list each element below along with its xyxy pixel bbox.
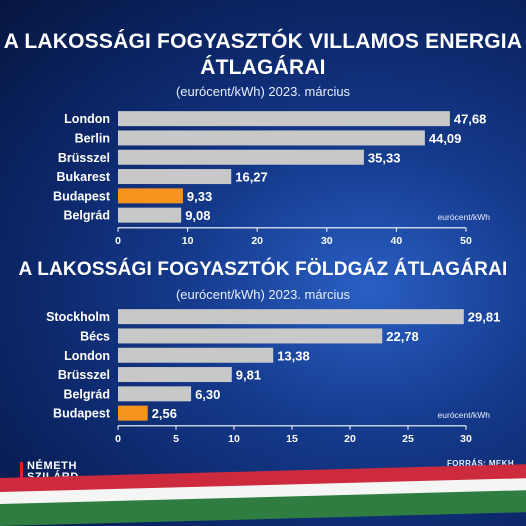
x-tick-label: 0: [115, 433, 121, 445]
logo-name-line1: NÉMETH: [27, 460, 78, 472]
source-label: FORRÁS: MEKH: [447, 459, 515, 468]
category-label: Belgrád: [63, 387, 110, 401]
x-tick-label: 30: [321, 235, 333, 247]
x-tick-label: 10: [228, 433, 240, 445]
value-label: 35,33: [368, 150, 401, 165]
x-tick-label: 25: [402, 433, 414, 445]
category-label: Stockholm: [46, 310, 110, 324]
value-label: 9,33: [187, 189, 212, 204]
x-tick-label: 10: [182, 235, 194, 247]
x-tick-label: 50: [460, 235, 472, 247]
x-tick-label: 20: [251, 235, 263, 247]
gas-price-chart: Stockholm 29,81 Bécs 22,78 London 13,38 Brüssz…: [46, 309, 501, 445]
category-label: Brüsszel: [58, 151, 110, 165]
category-label: London: [64, 349, 110, 363]
value-label: 2,56: [152, 406, 177, 421]
category-label: Bécs: [80, 329, 110, 343]
chart1-subtitle: (eurócent/kWh) 2023. március: [175, 84, 351, 99]
value-label: 16,27: [235, 170, 268, 185]
data-bar: [118, 386, 192, 402]
data-bar: [118, 149, 364, 165]
category-label: Brüsszel: [58, 368, 110, 382]
unit-label: eurócent/kWh: [438, 410, 491, 420]
value-label: 13,38: [277, 348, 310, 363]
data-bar: [118, 207, 182, 223]
x-tick-label: 20: [344, 433, 356, 445]
value-label: 9,08: [185, 208, 210, 223]
unit-label: eurócent/kWh: [438, 212, 491, 222]
value-label: 47,68: [454, 112, 487, 127]
data-bar: [118, 188, 183, 204]
category-label: Budapest: [53, 189, 111, 203]
x-tick-label: 15: [286, 433, 298, 445]
chart1-title-line2: ÁTLAGÁRAI: [200, 56, 326, 79]
category-label: London: [64, 112, 110, 126]
value-label: 29,81: [468, 310, 501, 325]
data-bar: [118, 111, 450, 127]
x-tick-label: 0: [115, 235, 121, 247]
category-label: Belgrád: [63, 209, 110, 223]
electricity-price-chart: London 47,68 Berlin 44,09 Brüsszel 35,33 Bukar…: [53, 111, 491, 247]
data-bar: [118, 367, 232, 383]
value-label: 9,81: [236, 368, 261, 383]
x-tick-label: 30: [460, 433, 472, 445]
category-label: Bukarest: [57, 170, 111, 184]
data-bar: [118, 130, 425, 146]
x-tick-label: 40: [391, 235, 403, 247]
category-label: Budapest: [53, 407, 111, 421]
data-bar: [118, 347, 274, 363]
value-label: 22,78: [386, 329, 419, 344]
data-bar: [118, 328, 383, 344]
chart2-subtitle: (eurócent/kWh) 2023. március: [175, 287, 351, 302]
data-bar: [118, 169, 232, 185]
logo-red-bar: [20, 462, 23, 482]
data-bar: [118, 405, 148, 421]
chart2-title: A LAKOSSÁGI FOGYASZTÓK FÖLDGÁZ ÁTLAGÁRAI: [18, 259, 508, 280]
data-bar: [118, 309, 464, 325]
x-tick-label: 5: [173, 433, 179, 445]
chart1-title-line1: A LAKOSSÁGI FOGYASZTÓK VILLAMOS ENERGIA: [3, 30, 523, 53]
value-label: 6,30: [195, 387, 220, 402]
value-label: 44,09: [429, 131, 462, 146]
category-label: Berlin: [75, 131, 110, 145]
